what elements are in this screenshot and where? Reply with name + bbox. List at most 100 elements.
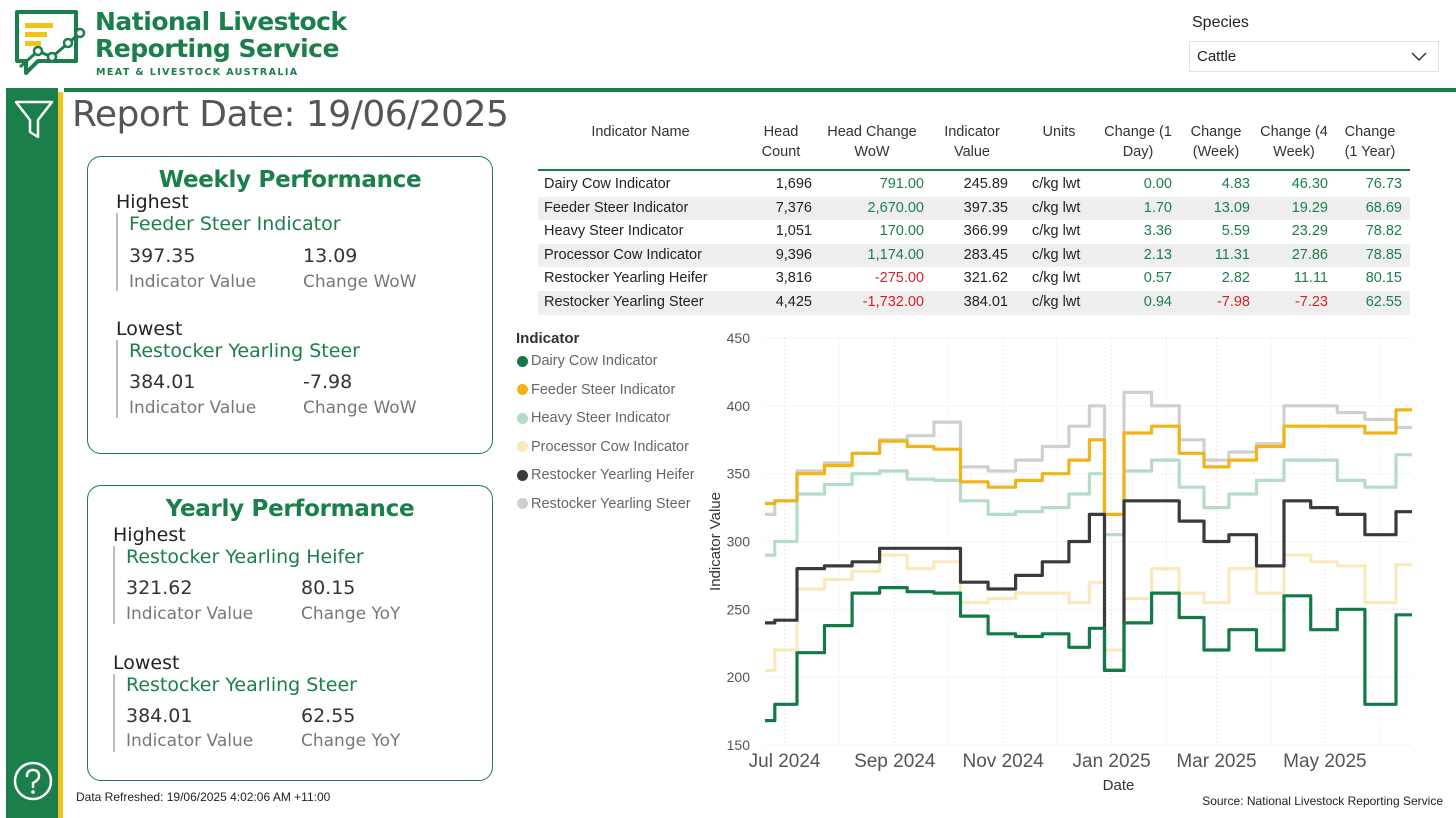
legend-item[interactable]: Feeder Steer Indicator [517,382,675,398]
yearly-card-title: Yearly Performance [165,496,415,522]
brand-title-line1: National Livestock [95,7,347,36]
legend-dot-icon [517,441,528,452]
weekly-highest-label: Highest [116,191,189,213]
yearly-lowest-value-caption: Indicator Value [126,731,254,751]
table-cell: 397.35 [963,199,1008,216]
yearly-highest-change-caption: Change YoY [301,604,401,624]
table-cell: 27.86 [1291,246,1328,263]
legend-label: Heavy Steer Indicator [531,410,671,426]
table-cell: 170.00 [879,223,924,240]
series-line-dairy-cow-indicator [765,586,1412,723]
table-body: Dairy Cow Indicator 1,696 791.00 245.89 c/kg… [538,171,1410,315]
yearly-lowest-block [113,674,463,752]
x-tick-label: Nov 2024 [963,751,1045,772]
table-cell: 1,051 [775,223,812,240]
table-cell: 7,376 [775,199,812,216]
table-cell: 62.55 [1365,293,1402,310]
table-cell: 3.36 [1143,223,1172,240]
weekly-performance-card: Weekly Performance Highest Feeder Steer … [87,156,493,454]
table-row[interactable]: Processor Cow Indicator 9,396 1,174.00 283.… [538,243,1410,268]
species-dropdown[interactable]: Cattle [1189,41,1439,72]
legend-label: Feeder Steer Indicator [531,381,676,398]
sidebar [6,88,58,818]
table-cell: 384.01 [963,293,1008,310]
weekly-highest-value: 397.35 [129,245,196,267]
table-cell: 13.09 [1213,199,1250,216]
table-cell: 46.30 [1291,176,1328,192]
th-units[interactable]: Units [1042,124,1076,140]
table-cell: 366.99 [963,223,1008,240]
table-row[interactable]: Heavy Steer Indicator 1,051 170.00 366.99 c/… [538,220,1410,244]
table-cell: 0.94 [1143,293,1172,310]
yearly-lowest-change-caption: Change YoY [301,731,401,751]
legend-dot-icon [517,355,528,367]
table-cell: c/kg lwt [1032,293,1081,310]
help-icon[interactable] [12,760,54,802]
y-tick-label: 300 [727,534,751,550]
table-cell: 80.15 [1365,270,1402,287]
table-cell: 1,696 [775,176,812,192]
table-cell: 4,425 [775,293,812,310]
table-cell: 0.00 [1143,176,1172,192]
filter-icon[interactable] [13,98,55,142]
weekly-lowest-value: 384.01 [129,371,196,393]
legend-item[interactable]: Dairy Cow Indicator [517,353,658,369]
x-tick-label: Jan 2025 [1073,751,1151,772]
table-row[interactable]: Restocker Yearling Heifer 3,816 -275.00 321… [538,267,1410,291]
weekly-lowest-value-caption: Indicator Value [129,398,257,418]
yearly-lowest-value: 384.01 [126,705,193,727]
table-cell: c/kg lwt [1032,246,1081,263]
weekly-lowest-change: -7.98 [303,371,353,393]
table-row[interactable]: Restocker Yearling Steer 4,425 -1,732.00 38… [538,290,1410,315]
table-cell: Heavy Steer Indicator [544,223,684,240]
species-selected-value: Cattle [1197,48,1237,65]
table-cell: 321.62 [963,270,1008,287]
weekly-card-title: Weekly Performance [158,167,422,193]
x-tick-label: Sep 2024 [854,751,936,772]
th-head-change-wow[interactable]: Head Change WoW [827,124,917,160]
table-cell: 1,174.00 [867,246,924,263]
weekly-lowest-name: Restocker Yearling Steer [129,340,360,362]
weekly-highest-block [116,213,466,291]
legend-item[interactable]: Restocker Yearling Heifer [517,467,695,483]
table-cell: 2.13 [1143,246,1172,263]
table-cell: 9,396 [775,246,812,263]
table-cell: 4.83 [1221,176,1250,192]
weekly-highest-change-caption: Change WoW [303,272,417,292]
table-cell: -275.00 [874,270,924,287]
table-cell: Dairy Cow Indicator [544,176,671,192]
legend-item[interactable]: Heavy Steer Indicator [517,410,670,426]
table-cell: 11.31 [1214,246,1250,263]
th-change-week[interactable]: Change (Week) [1190,124,1242,160]
table-cell: 78.82 [1365,223,1402,240]
th-change-1-day[interactable]: Change (1 Day) [1104,124,1172,160]
y-tick-label: 150 [727,737,751,753]
y-axis-label: Indicator Value [707,492,724,591]
series-line-heavy-steer-indicator [765,453,1412,557]
th-change-4-week[interactable]: Change (4 Week) [1260,124,1328,160]
legend-item[interactable]: Processor Cow Indicator [517,439,689,455]
th-head-count[interactable]: Head Count [761,124,801,160]
legend-dot-icon [517,498,528,509]
legend-dot-icon [517,469,528,481]
th-change-1-year[interactable]: Change (1 Year) [1344,124,1396,160]
table-cell: -7.98 [1216,293,1250,310]
th-indicator-name[interactable]: Indicator Name [591,124,690,140]
nlrs-logo-icon [15,10,86,75]
legend-label: Processor Cow Indicator [531,438,689,455]
table-cell: c/kg lwt [1032,223,1081,240]
table-row[interactable]: Dairy Cow Indicator 1,696 791.00 245.89 c/kg… [538,173,1410,197]
th-indicator-value[interactable]: Indicator Value [944,124,1000,160]
legend-dot-icon [517,412,528,424]
yearly-highest-change: 80.15 [301,577,356,599]
table-cell: 23.29 [1291,223,1328,240]
legend-item[interactable]: Restocker Yearling Steer [517,496,691,512]
table-cell: Restocker Yearling Heifer [544,270,708,287]
legend-label: Restocker Yearling Steer [531,495,691,512]
table-cell: 1.70 [1143,199,1172,216]
weekly-highest-name: Feeder Steer Indicator [129,213,341,235]
y-tick-label: 350 [727,466,751,482]
y-tick-label: 200 [727,669,751,685]
table-row[interactable]: Feeder Steer Indicator 7,376 2,670.00 397.3… [538,196,1410,221]
table-cell: Processor Cow Indicator [544,246,702,263]
